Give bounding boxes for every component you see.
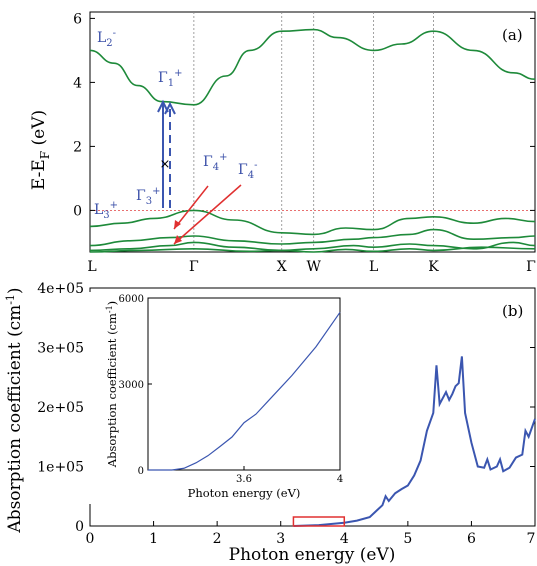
transition-cross-mark: ×: [160, 157, 171, 172]
inset-x-label: Photon energy (eV): [188, 486, 301, 500]
x-tick-label: 7: [527, 531, 536, 547]
label-Gamma1-plus: Γ1+: [158, 68, 182, 89]
y-tick-label: 2: [73, 139, 82, 155]
k-point-label: W: [307, 259, 322, 275]
k-point-label: L: [87, 259, 96, 275]
panel-a-tag: (a): [502, 26, 523, 44]
inset-y-label: Absorption coefficient (cm-1): [105, 301, 119, 468]
band-line: [89, 228, 536, 247]
gamma4-minus-arrowhead: [174, 235, 182, 244]
band-line: [89, 241, 536, 252]
inset-y-tick-label: 0: [138, 466, 144, 477]
label-L3-plus: L3+: [94, 200, 118, 221]
panel-a-y-ticks: 0 2 4 6: [73, 11, 535, 219]
panel-b-y-label: Absorption coefficient (cm-1): [4, 287, 25, 533]
inset-background: [87, 292, 355, 504]
x-tick-label: 6: [467, 531, 476, 547]
gamma4-plus-arrowhead: [174, 220, 181, 229]
k-point-label: K: [428, 259, 439, 275]
panel-b-y-ticks: 0 1e+05 2e+05 3e+05 4e+05: [37, 281, 535, 535]
y-tick-label: 6: [73, 11, 82, 27]
inset-y-tick-label: 3000: [119, 380, 144, 391]
gamma4-minus-arrow: [173, 184, 242, 245]
k-point-label: X: [277, 259, 287, 275]
label-L2-minus: L2-: [97, 28, 116, 49]
y-tick-label: 3e+05: [37, 341, 84, 357]
gamma4-plus-arrow: [173, 185, 209, 230]
transition-arrowhead-solid: [157, 99, 169, 113]
k-point-lines: [193, 12, 434, 252]
panel-b: 0 1 2 3 4 5 6 7 0 1e+05 2e+05 3e+05 4e+05 Photon en…: [4, 281, 536, 565]
x-tick-label: 5: [403, 531, 412, 547]
y-tick-label: 0: [75, 519, 84, 535]
x-tick-label: 1: [149, 531, 158, 547]
band-line: [89, 209, 536, 236]
band-lines: [89, 28, 536, 253]
inset-x-tick-label: 4: [337, 474, 343, 485]
band-line: [89, 28, 536, 106]
y-tick-label: 0: [73, 203, 82, 219]
x-tick-label: 2: [213, 531, 222, 547]
label-Gamma4-minus: Γ4-: [238, 160, 257, 181]
absorption-series-line: [293, 356, 536, 527]
inset-x-ticks: 3.6 4: [236, 466, 343, 485]
inset-x-tick-label: 3.6: [236, 474, 252, 485]
x-tick-label: 0: [86, 531, 95, 547]
panel-a-y-label: E-EF (eV): [29, 110, 52, 190]
y-tick-label: 2e+05: [37, 400, 84, 416]
panel-a: 0 2 4 6 L Γ X W L K Γ E-EF (eV) (a) × L2- Γ1+ L3+…: [29, 11, 536, 275]
label-Gamma3-plus: Γ3+: [136, 186, 160, 207]
inset-y-tick-label: 6000: [119, 294, 144, 305]
panel-a-frame: [89, 11, 536, 253]
inset-series-line: [148, 311, 341, 471]
y-tick-label: 1e+05: [37, 460, 84, 476]
k-point-label: Γ: [189, 259, 199, 275]
x-tick-label: 3: [276, 531, 285, 547]
panel-b-tag: (b): [502, 302, 523, 320]
panel-b-x-ticks: 0 1 2 3 4 5 6 7: [86, 521, 536, 547]
inset-region-box: [292, 516, 346, 527]
y-tick-label: 4: [73, 75, 82, 91]
band-line: [89, 246, 536, 253]
transition-arrowhead-dashed: [164, 101, 176, 115]
label-Gamma4-plus: Γ4+: [203, 152, 227, 173]
x-tick-label: 4: [340, 531, 349, 547]
k-point-label: L: [369, 259, 378, 275]
y-tick-label: 4e+05: [37, 281, 84, 297]
panel-b-x-label: Photon energy (eV): [229, 545, 396, 565]
k-point-label: Γ: [526, 259, 536, 275]
